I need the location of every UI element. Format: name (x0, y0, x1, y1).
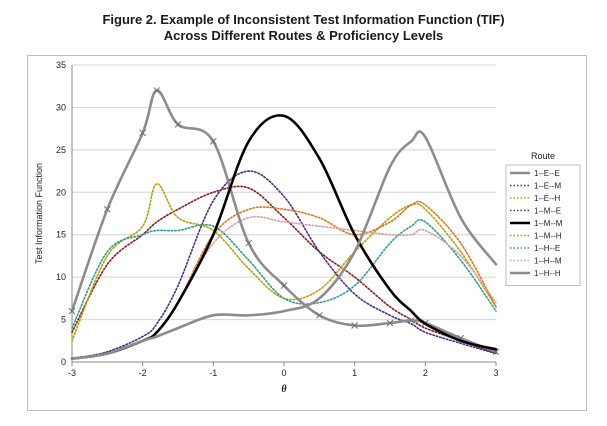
x-tick-label: 1 (352, 368, 357, 378)
series-marker (351, 322, 359, 329)
series-lines (68, 87, 500, 360)
series-line-1-m-e (71, 170, 497, 360)
series-marker (68, 307, 76, 315)
series-marker (407, 317, 415, 324)
series-line-1-m-h (71, 200, 497, 360)
series-marker (174, 121, 182, 128)
legend-entry: 1--M--E (534, 207, 561, 216)
series-marker (153, 87, 161, 94)
x-axis-label: θ (281, 384, 287, 395)
series-line-1-h-m (71, 215, 497, 360)
legend-entry: 1--H--M (534, 257, 562, 266)
x-tick-label: -2 (139, 368, 147, 378)
x-tick-label: 0 (281, 368, 286, 378)
legend-entry: 1--M--H (534, 232, 562, 241)
y-tick-label: 20 (56, 187, 66, 197)
y-tick-label: 5 (61, 315, 66, 325)
series-marker (103, 205, 111, 213)
x-tick-label: -1 (209, 368, 217, 378)
y-tick-label: 15 (56, 230, 66, 240)
series-marker (386, 319, 394, 327)
chart-frame (27, 55, 587, 411)
y-tick-label: 25 (56, 145, 66, 155)
legend-title: Route (531, 151, 555, 161)
grid-lines (72, 64, 496, 321)
y-tick-label: 35 (56, 60, 66, 70)
series-line-1-e-h (71, 183, 497, 342)
y-tick-label: 30 (56, 102, 66, 112)
legend-entry: 1--M--M (534, 219, 563, 228)
x-tick-label: -3 (68, 368, 76, 378)
series-marker (209, 138, 217, 145)
series-marker (245, 239, 253, 247)
series-marker (139, 129, 147, 137)
x-tick-label: 2 (423, 368, 428, 378)
chart-title-line-2: Across Different Routes & Proficiency Le… (163, 28, 444, 43)
legend-entry: 1--E--H (534, 194, 560, 203)
x-tick-labels: -3 -2 -1 0 1 2 3 (68, 368, 499, 378)
legend-entry: 1--H--E (534, 244, 560, 253)
series-line-1-e-m (71, 185, 497, 355)
y-axis-label: Test Information Function (34, 163, 44, 264)
legend-entry: 1--E--M (534, 182, 561, 191)
series-line-1-h-h (70, 130, 498, 360)
y-tick-label: 10 (56, 272, 66, 282)
series-line-1-h-e (71, 218, 497, 329)
series-line-1-e-e (70, 89, 498, 354)
legend-entry: 1--H--H (534, 269, 561, 278)
y-tick-labels: 0 5 10 15 20 25 30 35 (56, 60, 66, 367)
legend-entry: 1--E--E (534, 169, 560, 178)
x-tick-label: 3 (493, 368, 498, 378)
legend: Route 1--E--E 1--E--M 1--E--H 1--M--E 1--M--… (505, 151, 581, 286)
chart-title-line-1: Figure 2. Example of Inconsistent Test I… (102, 12, 505, 27)
series-marker (315, 311, 323, 319)
series-marker (280, 282, 288, 289)
axes (71, 65, 497, 366)
y-tick-label: 0 (61, 357, 66, 367)
